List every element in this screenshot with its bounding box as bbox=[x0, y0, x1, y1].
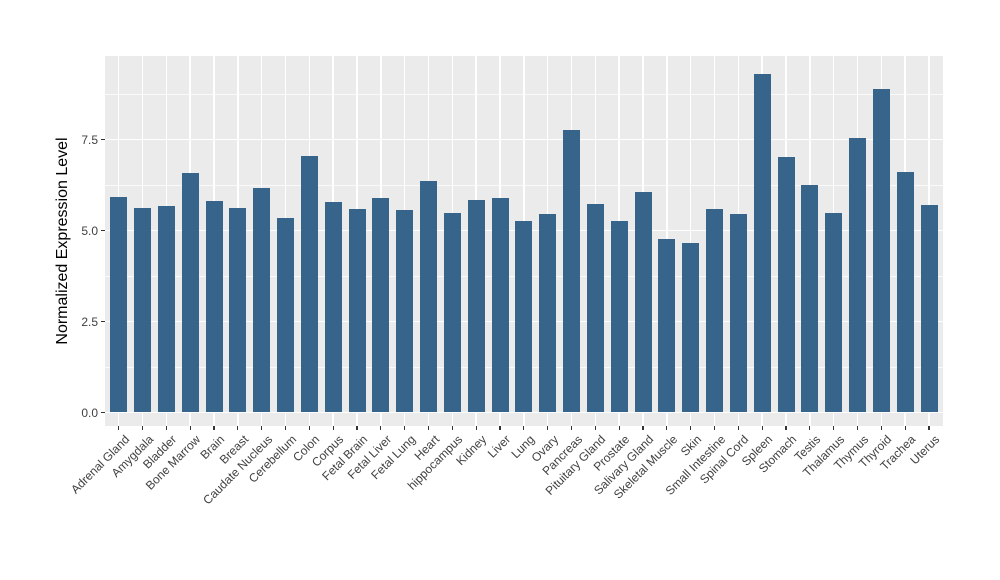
bar bbox=[920, 205, 938, 413]
bar bbox=[634, 191, 652, 413]
bar bbox=[872, 88, 890, 413]
bar bbox=[229, 207, 247, 413]
bar bbox=[253, 187, 271, 413]
x-tick bbox=[809, 426, 811, 430]
x-tick bbox=[737, 426, 739, 430]
x-tick bbox=[713, 426, 716, 430]
y-tick bbox=[101, 320, 105, 323]
bar bbox=[706, 208, 724, 413]
x-tick bbox=[427, 426, 430, 430]
x-tick bbox=[189, 426, 191, 430]
x-tick bbox=[451, 426, 453, 430]
bar bbox=[682, 242, 700, 413]
bar bbox=[825, 212, 843, 413]
y-tick bbox=[101, 411, 105, 414]
y-tick-label: 7.5 bbox=[81, 132, 98, 147]
bar bbox=[849, 138, 867, 413]
x-tick bbox=[666, 426, 668, 430]
x-tick bbox=[118, 426, 120, 430]
x-tick bbox=[618, 426, 620, 430]
bar bbox=[896, 171, 914, 413]
x-tick bbox=[761, 426, 763, 430]
x-tick bbox=[332, 426, 334, 430]
x-tick bbox=[570, 426, 573, 430]
x-tick bbox=[856, 426, 859, 430]
bar bbox=[110, 197, 128, 413]
x-tick bbox=[284, 426, 287, 430]
bar bbox=[324, 202, 342, 413]
bar bbox=[753, 73, 771, 413]
x-tick bbox=[642, 426, 644, 430]
x-tick bbox=[547, 426, 549, 430]
bar bbox=[586, 203, 604, 413]
x-tick bbox=[523, 426, 525, 430]
bar bbox=[134, 207, 152, 413]
bar bbox=[205, 200, 223, 413]
bar bbox=[777, 156, 795, 413]
bar bbox=[277, 218, 295, 413]
bar bbox=[157, 206, 175, 413]
bar bbox=[658, 238, 676, 413]
bar bbox=[348, 208, 366, 413]
x-tick bbox=[261, 426, 263, 430]
bar bbox=[300, 155, 318, 413]
x-tick bbox=[213, 426, 215, 430]
x-tick bbox=[165, 426, 167, 430]
x-tick bbox=[380, 426, 382, 430]
x-tick bbox=[475, 426, 477, 430]
bar bbox=[372, 198, 390, 413]
x-tick bbox=[141, 426, 144, 430]
bar bbox=[610, 221, 628, 413]
x-tick bbox=[308, 426, 310, 430]
y-tick-label: 2.5 bbox=[81, 314, 98, 329]
gridline-vertical bbox=[689, 56, 692, 426]
bar bbox=[539, 214, 557, 413]
bar bbox=[801, 185, 819, 413]
x-tick bbox=[356, 426, 358, 430]
bar bbox=[181, 172, 199, 413]
y-tick bbox=[101, 229, 105, 232]
x-tick-label: Liver bbox=[484, 432, 514, 461]
x-tick bbox=[928, 426, 930, 430]
plot-area bbox=[105, 56, 943, 426]
bar bbox=[563, 130, 581, 413]
y-tick-label: 0.0 bbox=[81, 405, 98, 420]
bar bbox=[491, 198, 509, 413]
bar bbox=[420, 180, 438, 413]
bar bbox=[515, 220, 533, 413]
bar bbox=[396, 210, 414, 413]
x-tick bbox=[785, 426, 787, 430]
y-tick-label: 5.0 bbox=[81, 223, 98, 238]
x-tick bbox=[880, 426, 882, 430]
x-tick bbox=[594, 426, 596, 430]
bar bbox=[443, 213, 461, 413]
bar bbox=[467, 199, 485, 413]
x-tick bbox=[404, 426, 406, 430]
x-tick bbox=[690, 426, 692, 430]
bar bbox=[729, 214, 747, 413]
x-tick bbox=[237, 426, 239, 430]
x-tick bbox=[904, 426, 906, 430]
x-tick bbox=[499, 426, 501, 430]
x-tick bbox=[833, 426, 835, 430]
y-tick bbox=[101, 138, 105, 141]
